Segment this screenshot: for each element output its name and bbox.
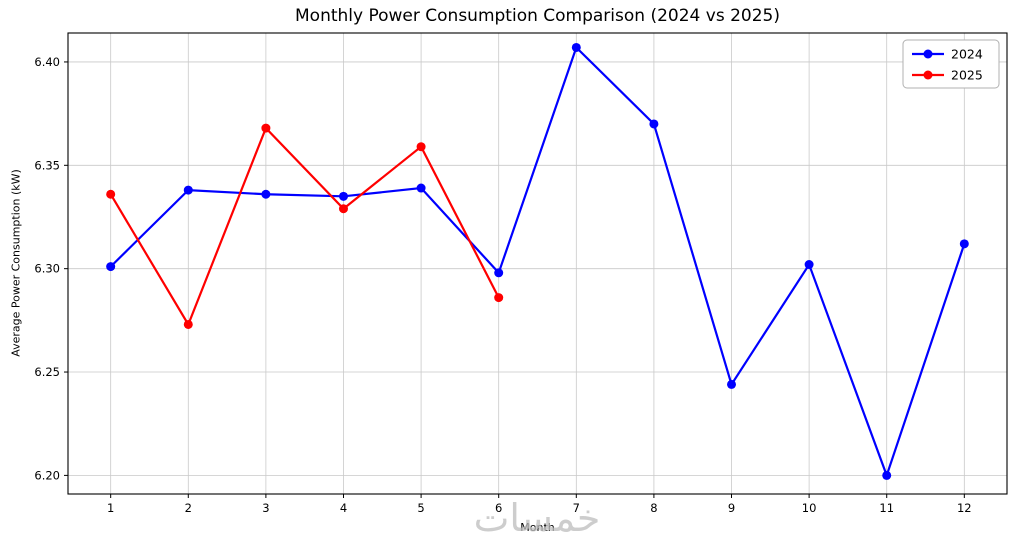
series-marker-2025	[494, 293, 504, 303]
x-tick-label: 3	[262, 501, 269, 515]
series-marker-2025	[261, 123, 271, 133]
series-marker-2025	[183, 319, 193, 329]
series-marker-2024	[416, 183, 426, 193]
legend-label-2024: 2024	[951, 47, 983, 62]
series-marker-2025	[416, 142, 426, 152]
axes-frame	[67, 32, 1008, 495]
y-tick-label: 6.25	[34, 365, 60, 379]
x-tick-label: 8	[650, 501, 657, 515]
y-tick-label: 6.35	[34, 158, 60, 172]
x-tick-label: 6	[495, 501, 502, 515]
x-tick-label: 12	[957, 501, 972, 515]
series-marker-2024	[571, 42, 581, 52]
y-tick-label: 6.20	[34, 468, 60, 482]
x-tick-label: 1	[107, 501, 114, 515]
x-axis-label: Month	[520, 521, 555, 534]
x-tick-label: 2	[185, 501, 192, 515]
y-tick-label: 6.40	[34, 55, 60, 69]
series-marker-2024	[959, 239, 969, 249]
series-marker-2024	[261, 189, 271, 199]
x-tick-label: 10	[802, 501, 817, 515]
series-marker-2025	[338, 204, 348, 214]
series-marker-2024	[882, 470, 892, 480]
series-marker-2024	[183, 185, 193, 195]
series-line-2024	[109, 45, 966, 479]
series-marker-2024	[338, 191, 348, 201]
chart-title: Monthly Power Consumption Comparison (20…	[295, 6, 780, 26]
series-marker-2024	[106, 262, 116, 272]
series-marker-2024	[727, 379, 737, 389]
x-tick-label: 9	[728, 501, 735, 515]
series-marker-2025	[106, 189, 116, 199]
legend-label-2025: 2025	[951, 68, 983, 83]
x-tick-label: 7	[573, 501, 580, 515]
y-tick-label: 6.30	[34, 262, 60, 276]
x-tick-label: 5	[417, 501, 424, 515]
x-tick-label: 11	[879, 501, 894, 515]
series-marker-2024	[804, 260, 814, 270]
legend-marker-2024	[923, 49, 933, 59]
series-marker-2024	[494, 268, 504, 278]
legend-marker-2025	[923, 70, 933, 80]
series-marker-2024	[649, 119, 659, 129]
series-line-2025	[109, 126, 500, 327]
x-tick-label: 4	[340, 501, 347, 515]
